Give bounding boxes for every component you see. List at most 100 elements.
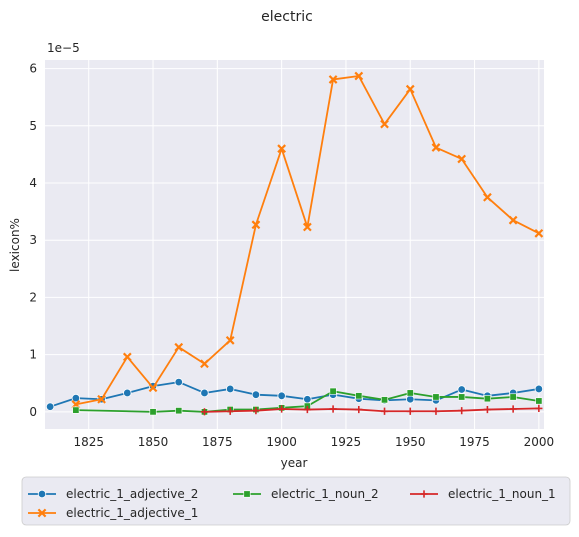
data-point [303, 405, 311, 414]
data-point [431, 143, 441, 152]
data-point [381, 396, 389, 404]
x-tick-label: 1975 [459, 435, 490, 449]
data-point [251, 390, 261, 399]
data-point [406, 395, 415, 404]
series-electric_1_noun_1 [200, 404, 543, 416]
data-point [123, 388, 132, 398]
data-point [458, 407, 466, 415]
legend-marker [37, 508, 47, 518]
data-point [483, 192, 492, 202]
data-point [200, 388, 209, 398]
legend-box [21, 476, 571, 526]
series-layer [45, 71, 544, 416]
data-point [355, 405, 363, 414]
data-point [200, 359, 209, 369]
y-tick-label: 0 [29, 405, 37, 419]
data-point [174, 377, 183, 387]
data-point [148, 383, 158, 393]
series-electric_1_noun_2 [72, 387, 543, 416]
legend-marker [420, 490, 428, 498]
y-tick-label: 4 [29, 176, 37, 190]
data-point [149, 408, 157, 416]
data-point [72, 406, 80, 414]
data-point [509, 405, 517, 413]
legend-item: electric_1_noun_2 [233, 487, 379, 501]
series-electric_1_adjective_1 [71, 71, 544, 409]
series-line [204, 407, 539, 413]
data-point [406, 407, 414, 415]
data-point [278, 405, 286, 413]
data-point [225, 384, 235, 394]
data-point [200, 408, 209, 416]
data-point [483, 395, 491, 403]
data-point [251, 220, 261, 230]
x-axis-ticks: 1825 1850 1875 1900 1925 1950 1975 2000 [73, 435, 554, 449]
y-tick-label: 6 [29, 62, 37, 76]
data-point [303, 395, 312, 404]
legend-item: electric_1_noun_1 [410, 487, 556, 501]
legend-label: electric_1_adjective_2 [66, 487, 198, 501]
x-tick-label: 1850 [138, 435, 169, 449]
data-point [329, 405, 337, 413]
data-point [277, 391, 286, 401]
data-point [252, 407, 260, 415]
y-axis-ticks: 0 1 2 3 4 5 6 [29, 62, 37, 419]
data-point [174, 342, 184, 352]
data-point [225, 335, 235, 345]
y-tick-label: 5 [29, 119, 37, 133]
legend-item: electric_1_adjective_1 [28, 506, 198, 520]
x-axis-label: year [281, 456, 308, 470]
legend-label: electric_1_adjective_1 [66, 506, 198, 520]
data-point [380, 119, 389, 129]
data-point [535, 397, 543, 405]
data-point [380, 407, 389, 415]
data-point [405, 84, 415, 94]
legend-label: electric_1_noun_2 [271, 487, 379, 501]
data-point [432, 393, 440, 401]
data-point [329, 387, 337, 395]
data-point [534, 384, 544, 394]
data-point [45, 402, 55, 411]
data-point [535, 404, 543, 413]
data-point [509, 393, 517, 401]
data-point [508, 215, 518, 225]
data-point [534, 228, 544, 238]
data-point [432, 407, 440, 415]
x-tick-label: 1900 [266, 435, 297, 449]
legend-marker [243, 490, 251, 498]
legend-marker [37, 489, 47, 499]
legend-label: electric_1_noun_1 [448, 487, 556, 501]
data-point [483, 405, 492, 414]
data-point [277, 144, 287, 154]
legend-item: electric_1_adjective_2 [28, 487, 198, 501]
series-line [49, 381, 539, 408]
x-tick-label: 1825 [73, 435, 104, 449]
chart-title: electric [261, 9, 313, 25]
y-axis-label: lexicon% [8, 218, 22, 272]
legend: electric_1_adjective_2 electric_1_adjecti… [21, 476, 571, 526]
data-point [406, 389, 414, 397]
data-point [457, 154, 467, 164]
x-tick-label: 2000 [524, 435, 555, 449]
data-point [355, 392, 363, 400]
x-tick-label: 1875 [202, 435, 233, 449]
data-point [122, 352, 132, 362]
grid [45, 60, 544, 429]
data-point [175, 407, 183, 415]
x-tick-label: 1950 [395, 435, 426, 449]
data-point [302, 222, 312, 232]
y-tick-label: 1 [29, 348, 37, 362]
data-point [328, 75, 338, 84]
plot-area [45, 60, 544, 429]
data-point [71, 393, 81, 403]
data-point [458, 393, 466, 401]
y-tick-label: 2 [29, 290, 37, 304]
x-tick-label: 1925 [331, 435, 362, 449]
data-point [457, 385, 466, 394]
y-tick-label: 3 [29, 233, 37, 247]
y-scale-label: 1e−5 [47, 41, 80, 55]
data-point [97, 394, 106, 404]
data-point [226, 407, 234, 415]
data-point [354, 71, 364, 81]
